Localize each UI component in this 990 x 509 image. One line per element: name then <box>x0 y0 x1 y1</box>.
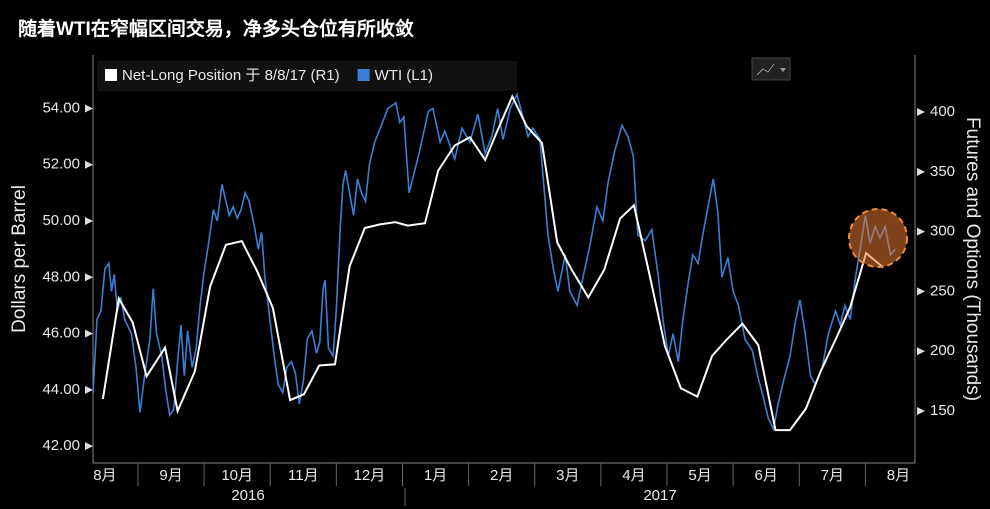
y2-tick <box>917 406 925 415</box>
y-tick-label: 54.00 <box>42 99 80 116</box>
x-tick-label: 3月 <box>556 467 579 484</box>
x-tick-label: 7月 <box>821 467 844 484</box>
x-tick-label: 6月 <box>755 467 778 484</box>
x-tick-label: 11月 <box>288 467 319 484</box>
y-tick <box>85 217 93 226</box>
series-line <box>101 94 884 432</box>
legend-label: WTI (L1) <box>375 67 433 84</box>
y2-tick <box>917 108 925 117</box>
chart-type-button[interactable] <box>751 57 791 81</box>
y-tick-label: 52.00 <box>42 156 80 173</box>
y2-tick-label: 250 <box>930 282 955 299</box>
y2-axis-label: Futures and Options (Thousands) <box>962 117 983 401</box>
chart-title: 随着WTI在窄幅区间交易，净多头仓位有所收敛 <box>18 17 414 40</box>
y-tick-label: 44.00 <box>42 381 80 398</box>
x-tick-label: 5月 <box>688 467 711 484</box>
y-tick <box>85 160 93 169</box>
button-caret <box>780 68 786 72</box>
y2-tick <box>917 227 925 236</box>
legend-label: Net-Long Position 于 8/8/17 (R1) <box>122 67 340 84</box>
y-tick <box>85 273 93 282</box>
y-tick-label: 42.00 <box>42 437 80 454</box>
x-tick-label: 9月 <box>159 467 182 484</box>
y2-tick <box>917 167 925 176</box>
y2-tick <box>917 347 925 356</box>
y2-tick-label: 300 <box>930 223 955 240</box>
button-icon <box>756 63 775 76</box>
x-tick-label: 10月 <box>221 467 253 484</box>
y2-tick-label: 200 <box>930 342 955 359</box>
year-label: 2016 <box>231 487 264 504</box>
y-tick <box>85 104 93 113</box>
y-tick-label: 46.00 <box>42 325 80 342</box>
highlight <box>848 208 908 268</box>
y-tick <box>85 329 93 338</box>
y2-tick-label: 350 <box>930 163 955 180</box>
y-tick-label: 48.00 <box>42 268 80 285</box>
x-tick-label: 8月 <box>93 467 116 484</box>
x-tick-label: 8月 <box>887 467 910 484</box>
legend-swatch <box>357 69 370 81</box>
legend-box <box>97 61 517 91</box>
y2-tick-label: 400 <box>930 103 955 120</box>
year-label: 2017 <box>643 487 676 504</box>
x-tick-label: 12月 <box>354 467 386 484</box>
y-tick-label: 50.00 <box>42 212 80 229</box>
y-tick <box>85 385 93 394</box>
button-frame[interactable] <box>751 57 791 81</box>
series-line <box>92 92 896 432</box>
y-tick <box>85 442 93 451</box>
y2-tick <box>917 287 925 296</box>
y-axis-label: Dollars per Barrel <box>9 185 30 333</box>
y2-tick-label: 150 <box>930 402 955 419</box>
x-tick-label: 4月 <box>622 467 645 484</box>
x-tick-label: 1月 <box>424 467 447 484</box>
x-tick-label: 2月 <box>490 467 513 484</box>
legend-swatch <box>105 69 117 81</box>
